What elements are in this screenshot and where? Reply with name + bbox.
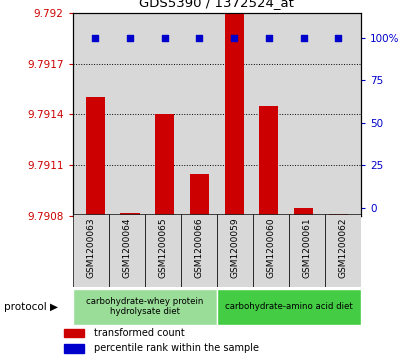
- Text: carbohydrate-amino acid diet: carbohydrate-amino acid diet: [225, 302, 353, 311]
- Bar: [225, 0, 244, 216]
- Point: [300, 35, 307, 41]
- Point: [231, 35, 237, 41]
- Bar: [109, 214, 145, 287]
- Point: [127, 35, 133, 41]
- Text: protocol ▶: protocol ▶: [4, 302, 58, 313]
- Point: [335, 35, 342, 41]
- Text: GSM1200066: GSM1200066: [194, 218, 203, 278]
- Bar: [190, 174, 209, 216]
- Bar: [217, 214, 253, 287]
- Bar: [253, 214, 289, 287]
- Bar: [73, 289, 217, 325]
- Text: GSM1200065: GSM1200065: [158, 218, 167, 278]
- Bar: [289, 214, 325, 287]
- Text: percentile rank within the sample: percentile rank within the sample: [94, 343, 259, 353]
- Bar: [64, 329, 84, 337]
- Bar: [217, 289, 361, 325]
- Bar: [86, 97, 105, 216]
- Text: carbohydrate-whey protein
hydrolysate diet: carbohydrate-whey protein hydrolysate di…: [86, 297, 203, 317]
- Title: GDS5390 / 1372524_at: GDS5390 / 1372524_at: [139, 0, 294, 9]
- Bar: [325, 214, 361, 287]
- Text: GSM1200060: GSM1200060: [266, 218, 276, 278]
- Bar: [259, 106, 278, 216]
- Point: [196, 35, 203, 41]
- Point: [92, 35, 99, 41]
- Text: GSM1200064: GSM1200064: [122, 218, 131, 278]
- Bar: [329, 214, 348, 216]
- Bar: [73, 214, 109, 287]
- Text: GSM1200059: GSM1200059: [230, 218, 239, 278]
- Text: GSM1200061: GSM1200061: [303, 218, 312, 278]
- Point: [161, 35, 168, 41]
- Bar: [145, 214, 181, 287]
- Point: [266, 35, 272, 41]
- Text: transformed count: transformed count: [94, 328, 185, 338]
- Bar: [294, 208, 313, 216]
- Text: GSM1200062: GSM1200062: [339, 218, 347, 278]
- Text: GSM1200063: GSM1200063: [86, 218, 95, 278]
- Bar: [155, 114, 174, 216]
- Bar: [64, 344, 84, 353]
- Bar: [181, 214, 217, 287]
- Bar: [120, 213, 139, 216]
